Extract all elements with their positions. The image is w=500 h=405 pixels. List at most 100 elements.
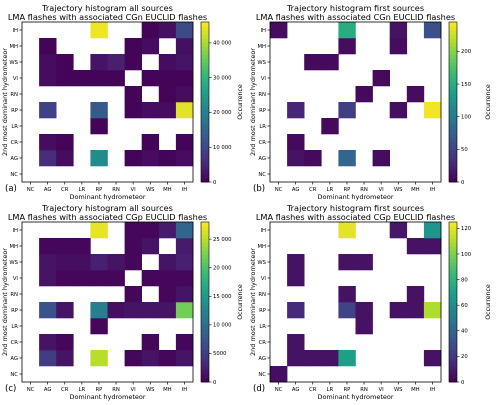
colorbar-segment: [449, 294, 457, 299]
x-tick-label: RP: [344, 387, 352, 393]
colorbar-segment: [201, 350, 209, 355]
heatmap-cell: [90, 118, 108, 135]
heatmap-cell: [39, 38, 57, 55]
y-tick-label: MH: [9, 244, 18, 250]
heatmap-cell: [338, 350, 356, 367]
heatmap-cell: [423, 22, 442, 39]
colorbar-segment: [201, 58, 209, 63]
colorbar-segment: [201, 306, 209, 311]
colorbar-tick-label: 20 000: [213, 266, 232, 272]
colorbar-segment: [201, 222, 209, 227]
heatmap-cell: [270, 22, 288, 39]
x-axis-label: Dominant hydrometeor: [69, 193, 145, 201]
heatmap-cell: [56, 270, 74, 287]
colorbar-label: Occurrence: [237, 84, 244, 120]
heatmap-cell: [175, 54, 194, 71]
y-tick-label: LR: [259, 324, 266, 330]
plot-frame: [21, 21, 194, 183]
colorbar-segment: [201, 278, 209, 283]
y-axis-label: 2nd most dominant hydrometeor: [1, 48, 9, 156]
heatmap-cell: [355, 254, 373, 271]
x-tick-label: CR: [61, 187, 69, 193]
heatmap-cell: [321, 350, 339, 367]
colorbar-segment: [449, 22, 457, 27]
heatmap-cell: [90, 318, 108, 335]
heatmap-cell: [287, 302, 305, 319]
y-tick-label: RN: [10, 92, 18, 98]
heatmap-cell: [175, 102, 194, 119]
heatmap-cell: [355, 86, 373, 103]
y-tick-label: RP: [259, 308, 267, 314]
y-tick-label: NC: [258, 172, 266, 178]
heatmap-cell: [158, 254, 177, 271]
y-tick-label: VI: [13, 76, 19, 82]
colorbar-segment: [449, 162, 457, 167]
heatmap-cell: [270, 366, 288, 383]
colorbar-segment: [449, 178, 457, 183]
colorbar-segment: [201, 94, 209, 99]
heatmap-cell: [423, 222, 442, 239]
heatmap-cell: [175, 70, 194, 87]
plot-frame: [269, 221, 442, 383]
colorbar-tick-label: 20 000: [213, 110, 232, 116]
heatmap-cell: [73, 254, 91, 271]
colorbar-segment: [201, 274, 209, 279]
colorbar-segment: [201, 246, 209, 251]
heatmap-cell: [141, 270, 160, 287]
colorbar-segment: [449, 102, 457, 107]
x-tick-label: WS: [394, 387, 403, 393]
colorbar-segment: [449, 306, 457, 311]
colorbar-tick-label: 100: [461, 114, 472, 120]
colorbar-segment: [449, 150, 457, 155]
colorbar-segment: [201, 178, 209, 183]
colorbar-segment: [201, 334, 209, 339]
colorbar-segment: [449, 134, 457, 139]
heatmap-cell: [287, 150, 305, 167]
heatmap-cell: [39, 270, 57, 287]
x-tick-label: NC: [275, 187, 283, 193]
heatmap-cell: [372, 150, 390, 167]
heatmap-cell: [124, 86, 142, 103]
colorbar-segment: [201, 254, 209, 259]
heatmap-cell: [90, 54, 108, 71]
colorbar-segment: [201, 106, 209, 111]
heatmap-cell: [158, 22, 177, 39]
y-tick-label: CR: [11, 140, 19, 146]
heatmap-cell: [90, 270, 108, 287]
y-tick-label: MH: [9, 44, 18, 50]
colorbar-segment: [449, 126, 457, 131]
y-tick-label: VI: [261, 76, 267, 82]
colorbar-tick-label: 5000: [213, 351, 227, 357]
colorbar-tick-label: 30 000: [213, 75, 232, 81]
heatmap-cell: [56, 350, 74, 367]
heatmap-cell: [124, 102, 142, 119]
colorbar-segment: [201, 286, 209, 291]
colorbar-segment: [201, 110, 209, 115]
heatmap-cell: [406, 286, 425, 303]
colorbar-segment: [201, 314, 209, 319]
panel-letter: (d): [253, 384, 265, 394]
colorbar-segment: [449, 230, 457, 235]
colorbar-segment: [449, 166, 457, 171]
heatmap-cell: [73, 270, 91, 287]
x-tick-label: LR: [327, 187, 334, 193]
heatmap-cell: [175, 222, 194, 239]
colorbar-segment: [449, 234, 457, 239]
colorbar-segment: [449, 354, 457, 359]
x-tick-label: WS: [146, 187, 155, 193]
heatmap-cell: [39, 238, 57, 255]
heatmap-cell: [141, 38, 160, 55]
colorbar-segment: [449, 38, 457, 43]
x-tick-label: WS: [394, 187, 403, 193]
colorbar-segment: [201, 42, 209, 47]
heatmap-cell: [175, 350, 194, 367]
colorbar-segment: [201, 262, 209, 267]
colorbar-segment: [201, 358, 209, 363]
colorbar-segment: [449, 274, 457, 279]
heatmap-cell: [158, 102, 177, 119]
x-tick-label: AG: [292, 387, 300, 393]
colorbar-segment: [201, 158, 209, 163]
colorbar-segment: [201, 146, 209, 151]
